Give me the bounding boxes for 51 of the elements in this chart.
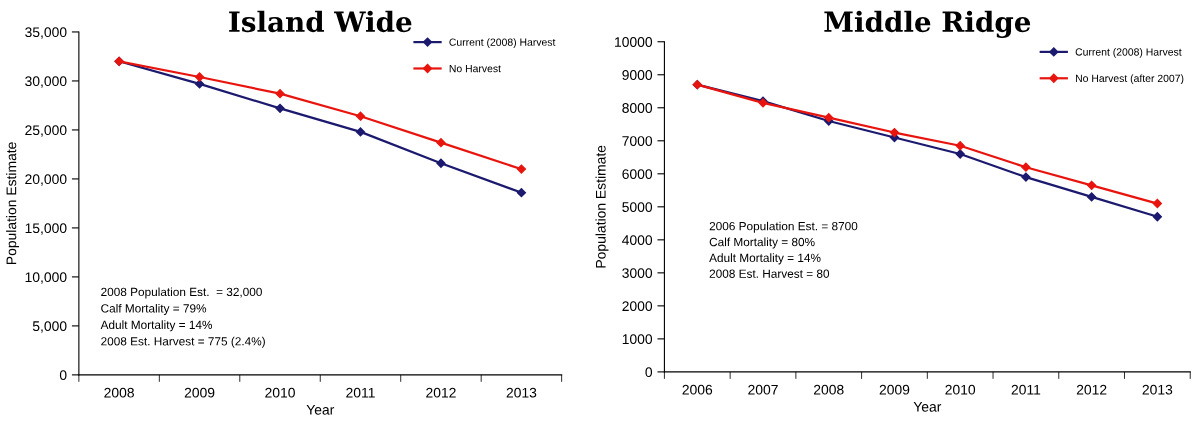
legend-label: No Harvest: [449, 64, 501, 73]
y-tick-label: 9000: [622, 70, 653, 80]
annotation: 2008 Population Est. = 32,000: [101, 287, 262, 299]
x-tick-label: 2006: [682, 384, 713, 395]
x-tick-label: 2012: [1076, 384, 1107, 395]
y-tick-label: 30,000: [25, 76, 67, 88]
x-tick-label: 2011: [1011, 384, 1041, 395]
y-tick-label: 2000: [622, 301, 653, 312]
y-axis-title: Population Estimate: [595, 145, 609, 268]
chart-title: Island Wide: [229, 10, 412, 33]
legend-label: No Harvest (after 2007): [1075, 74, 1184, 85]
annotation: Adult Mortality = 14%: [100, 320, 213, 332]
y-tick-label: 8000: [622, 103, 653, 113]
x-tick-label: 2013: [1142, 384, 1173, 395]
x-tick-label: 2010: [265, 387, 295, 398]
x-tick-label: 2011: [346, 387, 375, 398]
x-tick-label: 2008: [104, 387, 134, 398]
annotation: 2008 Est. Harvest = 80: [709, 269, 830, 278]
y-tick-label: 5,000: [32, 321, 67, 333]
y-tick-label: 0: [645, 367, 653, 378]
annotation: Calf Mortality = 80%: [709, 237, 815, 249]
annotation: 2008 Est. Harvest = 775 (2.4%): [101, 336, 265, 348]
y-tick-label: 15,000: [25, 223, 67, 235]
y-tick-label: 5000: [622, 202, 653, 212]
y-tick-label: 0: [59, 370, 67, 381]
y-tick-label: 25,000: [25, 125, 67, 137]
x-tick-label: 2009: [184, 387, 215, 398]
y-tick-label: 3000: [622, 268, 653, 279]
x-tick-label: 2007: [748, 384, 778, 395]
y-tick-label: 6000: [622, 169, 653, 179]
x-tick-label: 2012: [426, 387, 456, 398]
y-tick-label: 7000: [622, 136, 653, 146]
x-axis-title: Year: [306, 405, 335, 415]
y-axis-title: Population Estimate: [6, 142, 20, 265]
y-tick-label: 35,000: [25, 27, 67, 39]
x-tick-label: 2010: [945, 384, 976, 395]
chart-title: Middle Ridge: [824, 10, 1031, 38]
annotation: Calf Mortality = 79%: [101, 303, 207, 315]
x-tick-label: 2009: [879, 384, 910, 395]
x-axis-title: Year: [913, 402, 942, 412]
y-tick-label: 10,000: [25, 272, 67, 284]
annotation: Adult Mortality = 14%: [709, 253, 821, 265]
x-tick-label: 2013: [506, 387, 537, 398]
y-tick-label: 4000: [622, 235, 653, 246]
y-tick-label: 1000: [622, 334, 653, 345]
legend-label: Current (2008) Harvest: [1075, 48, 1182, 58]
y-tick-label: 20,000: [25, 174, 67, 186]
y-tick-label: 10000: [615, 37, 653, 47]
x-tick-label: 2008: [813, 384, 844, 395]
annotation: 2006 Population Est. = 8700: [709, 221, 858, 233]
legend-label: Current (2008) Harvest: [449, 38, 556, 48]
